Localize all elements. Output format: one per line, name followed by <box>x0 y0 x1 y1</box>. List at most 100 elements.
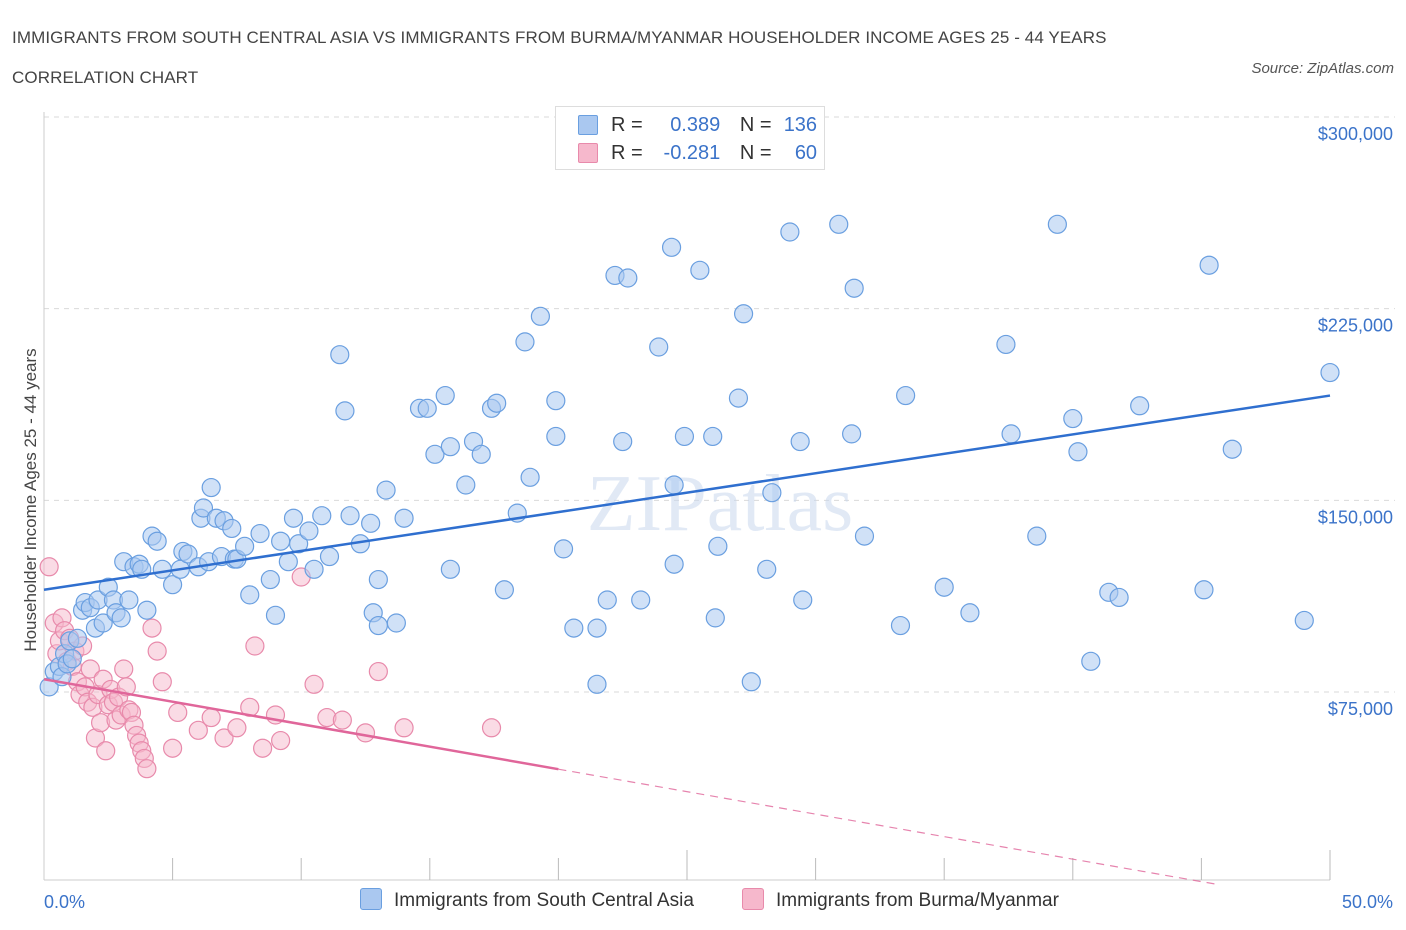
point-south-central-asia <box>386 613 406 633</box>
point-south-central-asia <box>890 615 911 636</box>
point-south-central-asia <box>394 508 414 528</box>
point-south-central-asia <box>703 426 723 447</box>
source-label: Source: ZipAtlas.com <box>1251 60 1394 77</box>
legend-r-value: -0.281 <box>663 142 721 164</box>
point-south-central-asia <box>147 531 167 551</box>
point-south-central-asia <box>728 388 749 408</box>
point-south-central-asia <box>471 444 491 464</box>
point-burma-myanmar <box>368 661 388 682</box>
axes <box>43 112 1331 881</box>
bottom-legend-swatch-pink <box>742 888 764 910</box>
point-south-central-asia <box>960 603 980 623</box>
point-south-central-asia <box>265 605 286 625</box>
point-burma-myanmar <box>80 659 100 679</box>
point-burma-myanmar <box>394 718 414 738</box>
y-tick-label: $75,000 <box>1328 699 1393 719</box>
point-south-central-asia <box>661 237 682 257</box>
point-south-central-asia <box>530 306 550 326</box>
point-south-central-asia <box>201 477 221 498</box>
legend-n-label: N = <box>739 142 772 164</box>
point-south-central-asia <box>235 536 255 556</box>
point-south-central-asia <box>361 513 381 533</box>
point-burma-myanmar <box>142 618 162 638</box>
point-south-central-asia <box>278 552 298 572</box>
point-south-central-asia <box>299 521 319 541</box>
point-south-central-asia <box>564 618 584 638</box>
point-south-central-asia <box>240 585 260 605</box>
point-south-central-asia <box>1063 408 1083 429</box>
point-burma-myanmar <box>188 720 208 740</box>
point-south-central-asia <box>368 569 388 590</box>
legend-n-label: N = <box>739 114 772 136</box>
point-south-central-asia <box>1047 214 1067 234</box>
legend-swatch-pink <box>578 143 598 163</box>
point-south-central-asia <box>618 268 638 288</box>
point-south-central-asia <box>152 559 172 579</box>
grid-lines <box>44 116 1395 693</box>
point-south-central-asia <box>733 304 754 324</box>
point-south-central-asia <box>119 590 139 610</box>
point-south-central-asia <box>757 559 777 579</box>
point-south-central-asia <box>494 580 514 600</box>
tick-labels: $75,000 $150,000 $225,000 $300,000 0.0% 50.0% <box>44 124 1393 912</box>
bottom-legend-series1: Immigrants from South Central Asia <box>360 888 694 912</box>
point-burma-myanmar <box>227 718 247 738</box>
point-south-central-asia <box>1320 362 1340 383</box>
bottom-legend-swatch-blue <box>360 888 382 910</box>
point-burma-myanmar <box>253 738 273 758</box>
y-tick-label: $300,000 <box>1318 124 1393 144</box>
point-south-central-asia <box>137 600 157 620</box>
point-burma-myanmar <box>96 741 116 761</box>
legend-r-label: R = <box>611 114 643 136</box>
point-south-central-asia <box>705 608 725 628</box>
point-south-central-asia <box>376 480 396 500</box>
point-south-central-asia <box>790 431 810 452</box>
point-south-central-asia <box>587 674 607 694</box>
point-south-central-asia <box>178 544 198 564</box>
point-south-central-asia <box>271 531 291 551</box>
chart-title: IMMIGRANTS FROM SOUTH CENTRAL ASIA VS IM… <box>12 28 1107 87</box>
point-burma-myanmar <box>114 659 134 679</box>
point-south-central-asia <box>1294 610 1314 631</box>
point-south-central-asia <box>283 508 304 528</box>
bottom-legend-series2: Immigrants from Burma/Myanmar <box>742 888 1059 912</box>
legend-n-value: 136 <box>783 114 818 136</box>
point-south-central-asia <box>260 569 280 590</box>
point-south-central-asia <box>111 608 131 628</box>
point-south-central-asia <box>597 590 617 610</box>
legend-swatch-blue <box>578 115 598 135</box>
point-south-central-asia <box>440 559 460 579</box>
point-south-central-asia <box>1081 651 1101 671</box>
point-south-central-asia <box>631 590 651 610</box>
point-south-central-asia <box>330 345 350 365</box>
point-south-central-asia <box>934 577 954 597</box>
point-south-central-asia <box>708 536 728 556</box>
point-south-central-asia <box>163 575 183 595</box>
point-south-central-asia <box>487 393 507 413</box>
point-south-central-asia <box>649 337 669 357</box>
point-south-central-asia <box>1130 396 1150 416</box>
bottom-legend-label-series2: Immigrants from Burma/Myanmar <box>776 890 1059 911</box>
point-burma-myanmar <box>147 641 167 661</box>
legend-r-value: 0.389 <box>670 114 721 136</box>
point-burma-myanmar <box>481 718 502 738</box>
point-south-central-asia <box>854 526 875 546</box>
point-south-central-asia <box>996 334 1016 355</box>
point-south-central-asia <box>62 649 82 669</box>
y-tick-label: $150,000 <box>1318 507 1393 527</box>
x-tick-label: 0.0% <box>44 892 85 912</box>
point-south-central-asia <box>664 475 684 495</box>
point-south-central-asia <box>690 260 710 280</box>
point-south-central-asia <box>93 613 113 633</box>
point-south-central-asia <box>613 431 633 452</box>
series-south-central-asia-points <box>39 214 1340 697</box>
point-south-central-asia <box>193 498 214 518</box>
y-tick-label: $225,000 <box>1318 316 1393 336</box>
point-burma-myanmar <box>214 728 234 748</box>
point-south-central-asia <box>456 475 476 495</box>
point-south-central-asia <box>67 628 88 648</box>
point-burma-myanmar <box>245 636 265 656</box>
point-south-central-asia <box>335 401 355 421</box>
point-burma-myanmar <box>332 710 352 730</box>
